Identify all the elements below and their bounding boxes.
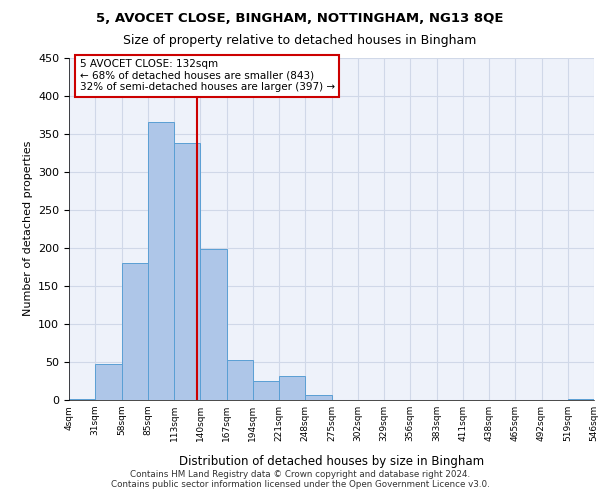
Text: 5, AVOCET CLOSE, BINGHAM, NOTTINGHAM, NG13 8QE: 5, AVOCET CLOSE, BINGHAM, NOTTINGHAM, NG…	[96, 12, 504, 26]
Bar	[148, 122, 174, 400]
Bar	[305, 396, 331, 400]
Text: Size of property relative to detached houses in Bingham: Size of property relative to detached ho…	[124, 34, 476, 47]
Bar	[200, 250, 227, 400]
Bar	[121, 263, 148, 400]
X-axis label: Distribution of detached houses by size in Bingham: Distribution of detached houses by size …	[179, 455, 484, 468]
Bar	[174, 142, 200, 400]
Bar	[253, 381, 279, 400]
Text: 5 AVOCET CLOSE: 132sqm
← 68% of detached houses are smaller (843)
32% of semi-de: 5 AVOCET CLOSE: 132sqm ← 68% of detached…	[79, 59, 335, 92]
Text: Contains HM Land Registry data © Crown copyright and database right 2024.
Contai: Contains HM Land Registry data © Crown c…	[110, 470, 490, 489]
Bar	[279, 376, 305, 400]
Bar	[95, 364, 121, 400]
Bar	[69, 399, 95, 400]
Y-axis label: Number of detached properties: Number of detached properties	[23, 141, 32, 316]
Bar	[568, 399, 594, 400]
Bar	[227, 360, 253, 400]
